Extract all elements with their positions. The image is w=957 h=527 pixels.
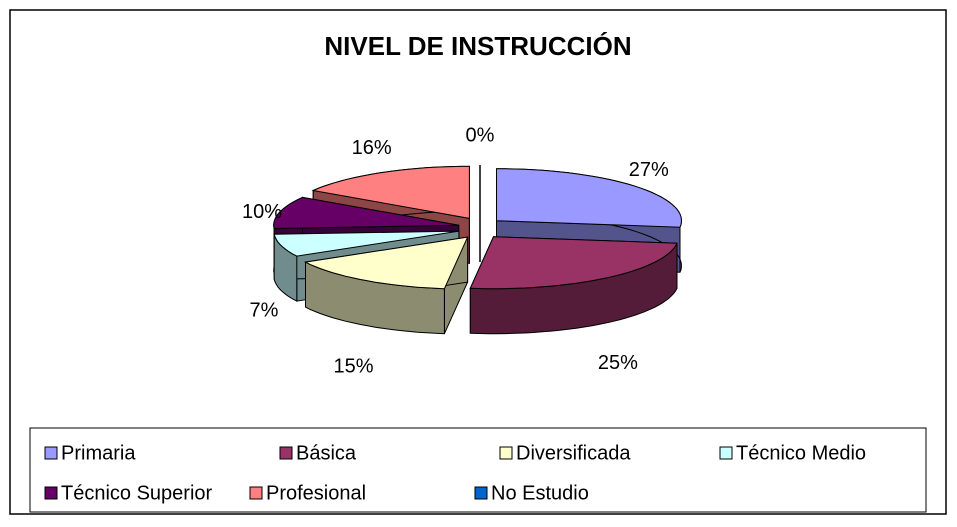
data-label: 15% <box>334 356 374 378</box>
data-label: 10% <box>242 201 282 223</box>
legend-swatch <box>499 446 513 460</box>
slice <box>303 236 469 290</box>
data-label: 0% <box>466 124 495 146</box>
legend-label: Técnico Medio <box>736 442 866 464</box>
chart-title: NIVEL DE INSTRUCCIÓN <box>324 31 631 61</box>
legend: Primaria Básica Diversificada Técnico Medio… <box>44 442 866 504</box>
slice <box>273 230 459 257</box>
slice <box>273 196 459 230</box>
legend-swatch <box>44 486 58 500</box>
slice <box>311 165 470 219</box>
data-label: 25% <box>598 352 638 374</box>
legend-label: Básica <box>296 442 357 464</box>
slice <box>496 168 682 228</box>
legend-swatch <box>44 446 58 460</box>
slice <box>303 236 469 335</box>
legend-swatch <box>719 446 733 460</box>
legend-swatch <box>279 446 293 460</box>
legend-swatch <box>249 486 263 500</box>
data-label: 7% <box>249 300 278 322</box>
data-label: 16% <box>352 137 392 159</box>
legend-label: Primaria <box>61 442 136 464</box>
legend-label: Diversificada <box>516 442 631 464</box>
slice <box>469 236 678 335</box>
legend-label: Profesional <box>266 482 366 504</box>
pie: 0% 16% 27% 10% 7% 25% 15% <box>242 124 682 378</box>
data-label: 27% <box>629 159 669 181</box>
slice <box>469 236 678 290</box>
legend-label: No Estudio <box>491 482 589 504</box>
legend-swatch <box>474 486 488 500</box>
legend-label: Técnico Superior <box>61 482 213 504</box>
